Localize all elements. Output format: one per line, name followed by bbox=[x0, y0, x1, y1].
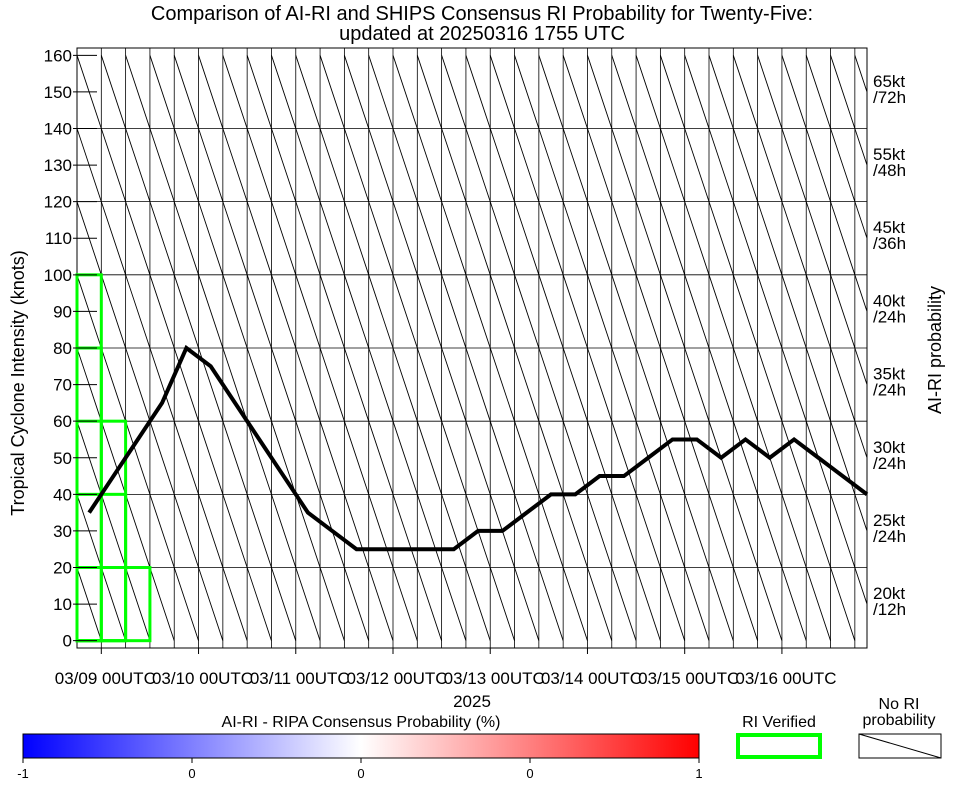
y-tick-label: 60 bbox=[53, 412, 72, 431]
x-tick-label: 03/11 00UTC bbox=[250, 669, 350, 688]
colorbar-title: AI-RI - RIPA Consensus Probability (%) bbox=[222, 714, 501, 731]
no-ri-label-line1: No RI bbox=[879, 696, 920, 713]
y-tick-label: 10 bbox=[53, 595, 72, 614]
right-axis-title: AI-RI probability bbox=[925, 286, 945, 414]
y-tick-label: 150 bbox=[44, 83, 72, 102]
y-tick-label: 120 bbox=[44, 193, 72, 212]
right-axis-label-line1: 30kt bbox=[873, 438, 905, 457]
y-tick-label: 30 bbox=[53, 522, 72, 541]
y-axis-label: Tropical Cyclone Intensity (knots) bbox=[8, 250, 28, 515]
colorbar bbox=[22, 733, 700, 759]
y-tick-label: 110 bbox=[45, 229, 72, 248]
right-axis-label-line1: 65kt bbox=[873, 72, 905, 91]
right-axis-label-line1: 45kt bbox=[873, 218, 905, 237]
chart-subtitle: updated at 20250316 1755 UTC bbox=[339, 23, 625, 45]
y-tick-label: 0 bbox=[63, 632, 72, 651]
y-axis-ticks: 0 10 20 30 40 50 60 70 80 90 100 110 120 130 140 150 160 bbox=[44, 46, 97, 651]
right-axis-label-line1: 20kt bbox=[873, 584, 905, 603]
y-tick-label: 80 bbox=[53, 339, 72, 358]
ri-verified-swatch bbox=[736, 733, 822, 759]
x-tick-label: 03/13 00UTC bbox=[444, 669, 545, 688]
right-axis-label-line1: 55kt bbox=[873, 145, 905, 164]
x-tick-label: 03/12 00UTC bbox=[346, 669, 447, 688]
y-tick-label: 160 bbox=[44, 46, 72, 65]
colorbar-ticks: -1 0 0 0 1 bbox=[17, 758, 703, 781]
y-tick-label: 140 bbox=[44, 119, 72, 138]
y-tick-label: 130 bbox=[44, 156, 72, 175]
colorbar-tick-label: 0 bbox=[526, 766, 533, 781]
x-tick-label: 03/10 00UTC bbox=[152, 669, 253, 688]
right-axis-label-line2: /24h bbox=[873, 527, 906, 546]
series-group bbox=[87, 344, 869, 552]
right-axis-label-line2: /24h bbox=[873, 381, 906, 400]
no-ri-swatch-diagonal bbox=[858, 733, 942, 759]
colorbar-tick-label: -1 bbox=[17, 766, 29, 781]
chart-title: Comparison of AI-RI and SHIPS Consensus … bbox=[151, 3, 813, 25]
x-tick-label: 03/16 00UTC bbox=[735, 669, 836, 688]
x-tick-label: 03/14 00UTC bbox=[541, 669, 642, 688]
no-ri-label-line2: probability bbox=[863, 712, 936, 729]
right-axis-label-line2: /24h bbox=[873, 454, 906, 473]
series-line bbox=[87, 344, 869, 552]
y-tick-label: 100 bbox=[44, 266, 72, 285]
right-axis-label-line2: /72h bbox=[873, 88, 906, 107]
colorbar-tick-label: 0 bbox=[188, 766, 195, 781]
y-tick-label: 90 bbox=[53, 302, 72, 321]
colorbar-tick-label: 0 bbox=[357, 766, 364, 781]
colorbar-tick-label: 1 bbox=[695, 766, 702, 781]
right-axis-label-line1: 40kt bbox=[873, 291, 905, 310]
grid bbox=[77, 48, 867, 648]
right-axis-label-line2: /36h bbox=[873, 234, 906, 253]
y-tick-label: 20 bbox=[53, 559, 72, 578]
right-axis-label-line2: /48h bbox=[873, 161, 906, 180]
right-axis-label-line1: 35kt bbox=[873, 365, 905, 384]
right-axis-label-line2: /24h bbox=[873, 307, 906, 326]
x-tick-label: 03/15 00UTC bbox=[638, 669, 739, 688]
ri-verified-label: RI Verified bbox=[742, 714, 816, 731]
x-axis-year-label: 2025 bbox=[453, 692, 491, 711]
no-ri-hatching bbox=[77, 55, 867, 641]
y-tick-label: 40 bbox=[53, 485, 72, 504]
y-tick-label: 50 bbox=[53, 449, 72, 468]
right-axis-label-line2: /12h bbox=[873, 600, 906, 619]
right-axis-label-line1: 25kt bbox=[873, 511, 905, 530]
hatch-lines bbox=[77, 55, 867, 641]
x-tick-label: 03/09 00UTC bbox=[55, 669, 156, 688]
y-tick-label: 70 bbox=[53, 376, 72, 395]
right-axis-labels: 65kt/72h55kt/48h45kt/36h40kt/24h35kt/24h… bbox=[873, 72, 906, 619]
